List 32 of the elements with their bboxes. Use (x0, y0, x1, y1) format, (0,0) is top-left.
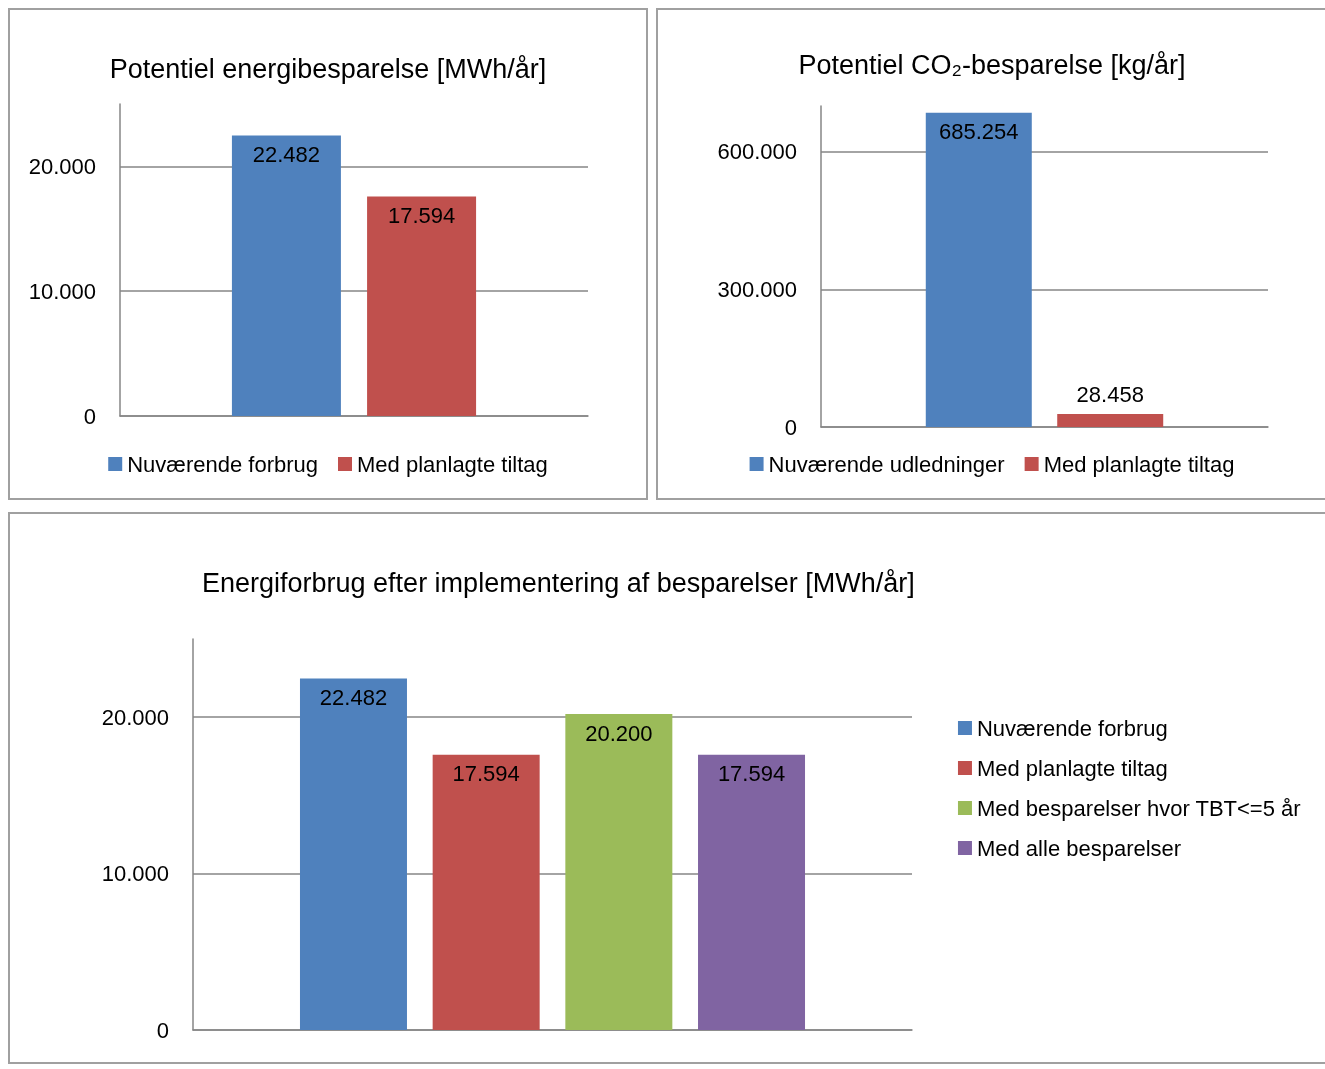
chart-title: Potentiel CO₂-besparelse [kg/år] (798, 49, 1186, 80)
legend-label: Med besparelser hvor TBT<=5 år (976, 795, 1301, 821)
data-label: 17.594 (452, 761, 520, 787)
y-tick-label: 0 (156, 1017, 169, 1043)
y-tick-label: 20.000 (101, 704, 169, 730)
data-label: 28.458 (1076, 382, 1144, 408)
bar (698, 754, 806, 1030)
y-tick-label: 10.000 (101, 861, 169, 887)
bar (432, 754, 540, 1030)
data-label: 17.594 (717, 761, 786, 787)
y-tick-label: 300.000 (717, 276, 797, 302)
data-label: 685.254 (939, 119, 1019, 145)
bar (565, 714, 673, 1030)
legend-label: Med alle besparelser (976, 835, 1182, 861)
y-tick-label: 600.000 (717, 139, 797, 165)
legend-label: Med planlagte tiltag (976, 755, 1168, 781)
data-label: 22.482 (319, 684, 388, 710)
y-tick-label: 10.000 (28, 278, 96, 304)
y-tick-label: 20.000 (28, 153, 96, 179)
legend-label: Nuværende forbrug (127, 451, 318, 477)
legend-label: Nuværende forbrug (976, 715, 1168, 741)
bar (299, 678, 407, 1030)
chart-title: Energiforbrug efter implementering af besparelser [MWh/år] (202, 567, 915, 598)
chart-title: Potentiel energibesparelse [MWh/år] (109, 53, 547, 84)
data-label: 20.200 (585, 720, 653, 746)
legend-label: Med planlagte tiltag (356, 451, 548, 477)
y-tick-label: 0 (83, 403, 96, 429)
legend-label: Med planlagte tiltag (1043, 451, 1235, 477)
data-label: 17.594 (387, 202, 456, 228)
legend-label: Nuværende udledninger (768, 451, 1005, 477)
y-tick-label: 0 (784, 414, 797, 440)
data-label: 22.482 (252, 141, 321, 167)
